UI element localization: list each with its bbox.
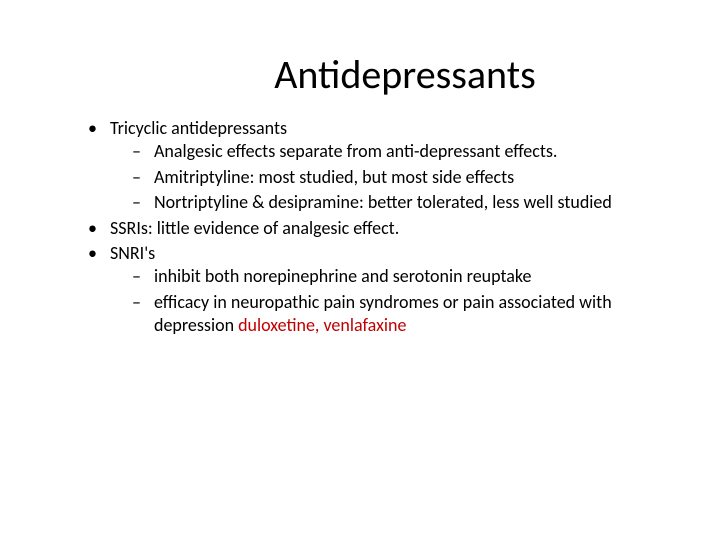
sub-list: Analgesic effects separate from anti-dep… [110, 140, 660, 214]
list-item: efficacy in neuropathic pain syndromes o… [132, 291, 660, 338]
bullet-text: SSRIs: little evidence of analgesic effe… [110, 217, 399, 239]
bullet-text-mixed: efficacy in neuropathic pain syndromes o… [154, 291, 612, 336]
slide-content: Tricyclic antidepressants Analgesic effe… [70, 117, 660, 338]
bullet-text: Amitriptyline: most studied, but most si… [154, 166, 514, 188]
highlight-text: duloxetine, venlafaxine [238, 314, 406, 336]
list-item: Tricyclic antidepressants Analgesic effe… [88, 117, 660, 215]
bullet-text: SNRI's [110, 242, 155, 264]
bullet-text: inhibit both norepinephrine and serotoni… [154, 265, 531, 287]
sub-list: inhibit both norepinephrine and serotoni… [110, 265, 660, 337]
list-item: SNRI's inhibit both norepinephrine and s… [88, 242, 660, 338]
bullet-text: Nortriptyline & desipramine: better tole… [154, 191, 612, 213]
bullet-text: Tricyclic antidepressants [110, 117, 287, 139]
bullet-text: Analgesic effects separate from anti-dep… [154, 140, 557, 162]
list-item: Analgesic effects separate from anti-dep… [132, 140, 660, 163]
slide: Antidepressants Tricyclic antidepressant… [0, 0, 720, 540]
list-item: Nortriptyline & desipramine: better tole… [132, 191, 660, 214]
slide-title: Antidepressants [150, 50, 660, 99]
list-item: Amitriptyline: most studied, but most si… [132, 166, 660, 189]
list-item: inhibit both norepinephrine and serotoni… [132, 265, 660, 288]
bullet-list: Tricyclic antidepressants Analgesic effe… [70, 117, 660, 338]
list-item: SSRIs: little evidence of analgesic effe… [88, 217, 660, 240]
